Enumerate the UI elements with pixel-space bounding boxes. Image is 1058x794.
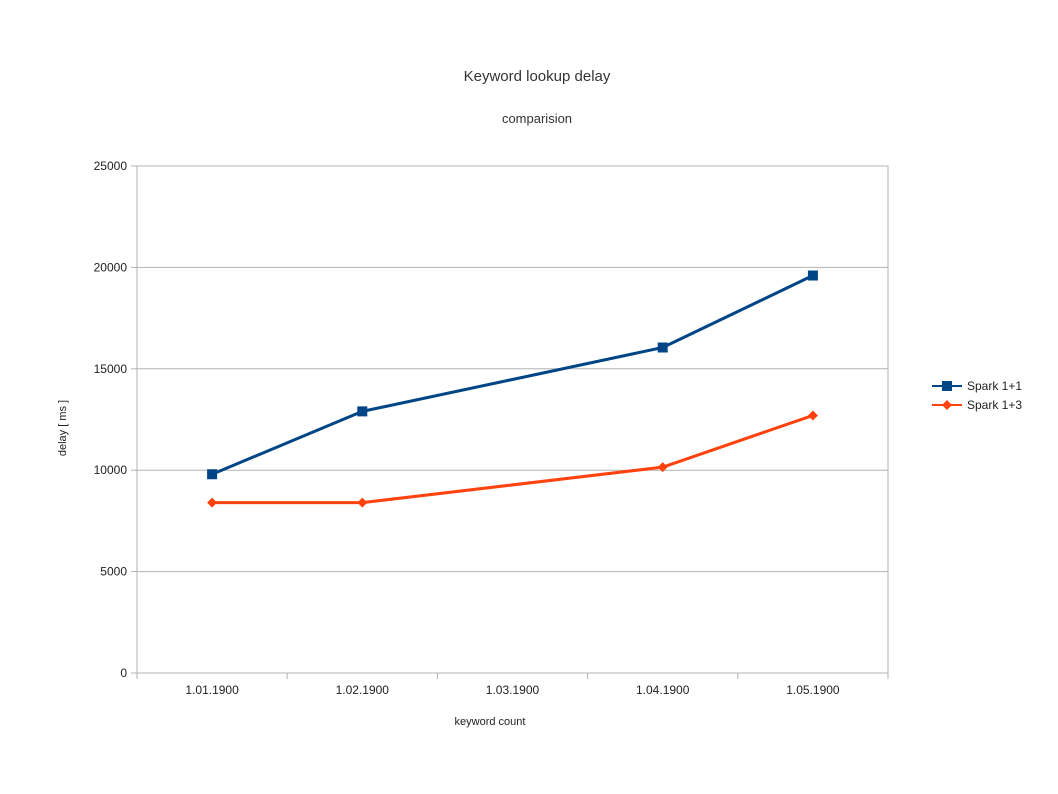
series-line <box>211 274 814 476</box>
x-tick-label: 1.02.1900 <box>336 683 390 697</box>
x-tick-label: 1.04.1900 <box>636 683 690 697</box>
y-tick-label: 15000 <box>94 362 128 376</box>
y-axis-label: delay [ ms ] <box>57 400 69 456</box>
plot-area <box>136 165 889 674</box>
series-1 <box>207 270 818 480</box>
legend-item: Spark 1+3 <box>932 398 1022 412</box>
x-tick-label: 1.01.1900 <box>185 683 239 697</box>
x-tick-label: 1.03.1900 <box>486 683 540 697</box>
data-point <box>207 497 218 508</box>
y-tick-label: 10000 <box>94 463 128 477</box>
data-point <box>657 342 668 353</box>
legend-label: Spark 1+1 <box>967 379 1022 393</box>
data-point <box>207 469 218 480</box>
y-tick-label: 25000 <box>94 159 128 173</box>
legend: Spark 1+1 Spark 1+3 <box>932 379 1022 412</box>
data-point <box>807 410 818 421</box>
x-axis-label: keyword count <box>455 716 526 728</box>
series-line <box>212 414 814 505</box>
y-tick-label: 5000 <box>100 565 127 579</box>
y-axis-ticks: 0 5000 10000 15000 20000 25000 <box>94 159 137 680</box>
data-point <box>807 270 818 281</box>
data-point <box>357 497 368 508</box>
chart-subtitle: comparision <box>502 111 572 126</box>
legend-label: Spark 1+3 <box>967 398 1022 412</box>
x-axis-ticks: 1.01.1900 1.02.1900 1.03.1900 1.04.1900 1.05… <box>136 673 889 697</box>
series-group <box>207 270 818 508</box>
legend-item: Spark 1+1 <box>932 379 1022 393</box>
chart-title: Keyword lookup delay <box>464 68 611 85</box>
x-tick-label: 1.05.1900 <box>786 683 840 697</box>
legend-marker <box>942 400 952 410</box>
y-tick-label: 0 <box>120 666 127 680</box>
data-point <box>357 406 368 417</box>
legend-marker <box>942 381 952 391</box>
data-point <box>657 462 668 473</box>
series-2 <box>207 410 818 508</box>
y-tick-label: 20000 <box>94 260 128 274</box>
gridlines <box>137 266 888 573</box>
